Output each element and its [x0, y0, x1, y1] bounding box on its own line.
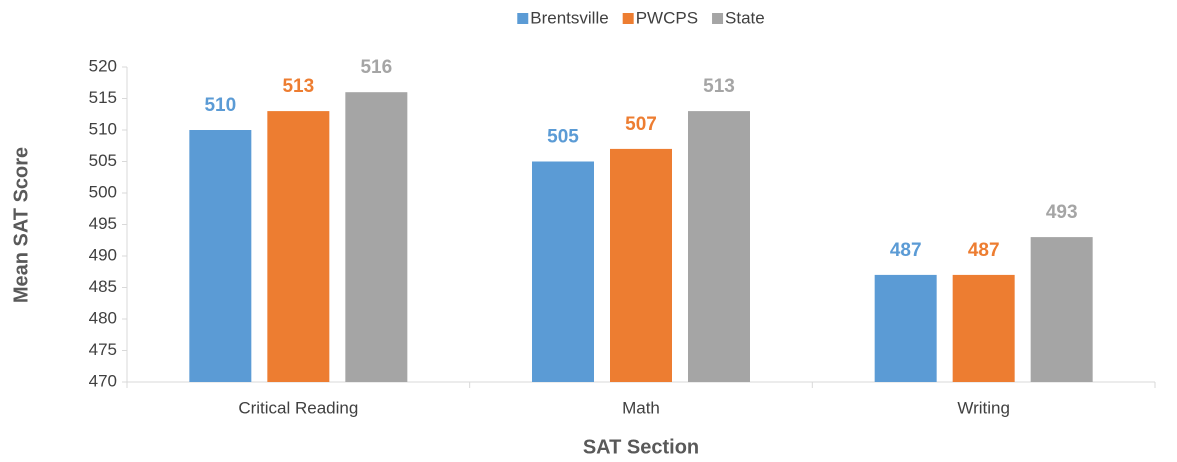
- bar: [1030, 237, 1093, 382]
- x-tick-label: Critical Reading: [238, 398, 358, 417]
- y-tick-label: 490: [89, 245, 117, 264]
- data-label: 516: [360, 57, 392, 78]
- x-tick-label: Writing: [957, 398, 1010, 417]
- y-axis-title: Mean SAT Score: [10, 147, 32, 303]
- data-label: 513: [282, 76, 314, 97]
- y-tick-label: 505: [89, 151, 117, 170]
- y-tick-label: 500: [89, 182, 117, 201]
- legend-label: State: [725, 8, 765, 27]
- bar: [532, 161, 594, 382]
- data-label: 505: [547, 127, 579, 148]
- legend-label: PWCPS: [636, 8, 698, 27]
- legend-swatch: [622, 13, 634, 24]
- data-label: 513: [703, 76, 735, 97]
- y-tick-label: 510: [89, 119, 117, 138]
- y-tick-label: 470: [89, 371, 117, 390]
- bar: [189, 130, 252, 382]
- bar: [688, 111, 750, 382]
- bar: [345, 92, 408, 382]
- x-tick-label: Math: [622, 398, 660, 417]
- bar: [267, 111, 330, 382]
- legend-swatch: [712, 13, 724, 24]
- bar: [952, 274, 1015, 382]
- y-tick-label: 475: [89, 340, 117, 359]
- data-label: 510: [204, 95, 236, 116]
- data-label: 493: [1046, 202, 1078, 223]
- legend-label: Brentsville: [530, 8, 608, 27]
- y-tick-label: 520: [89, 56, 117, 75]
- y-tick-label: 495: [89, 214, 117, 233]
- bar: [610, 148, 672, 382]
- data-label: 487: [890, 240, 922, 261]
- data-label: 507: [625, 114, 657, 135]
- y-tick-label: 485: [89, 277, 117, 296]
- y-tick-label: 515: [89, 88, 117, 107]
- y-tick-label: 480: [89, 308, 117, 327]
- x-axis-title: SAT Section: [583, 436, 699, 458]
- legend-swatch: [517, 13, 529, 24]
- data-label: 487: [968, 240, 1000, 261]
- bar: [874, 274, 937, 382]
